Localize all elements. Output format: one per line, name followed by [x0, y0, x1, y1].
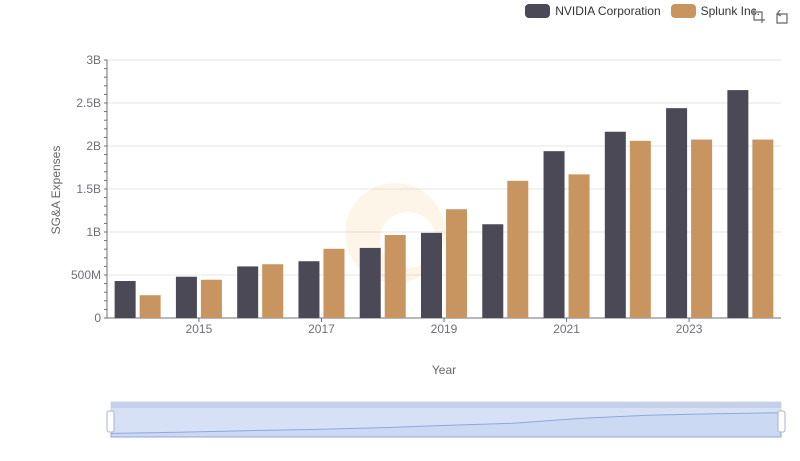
bar-splunk-2024[interactable] — [752, 139, 774, 318]
grid-lines — [107, 59, 781, 319]
legend-swatch-splunk — [670, 4, 696, 18]
legend-item-splunk[interactable]: Splunk Inc. — [670, 4, 760, 18]
y-tick-label: 1.5B — [76, 182, 101, 196]
y-tick-label: 2.5B — [76, 96, 101, 110]
bar-splunk-2022[interactable] — [629, 140, 651, 318]
y-tick-label: 2B — [86, 139, 101, 153]
bars — [114, 90, 774, 318]
toolbox — [750, 8, 790, 24]
y-axis: 0 500M 1B 1.5B 2B 2.5B 3B — [71, 53, 108, 325]
bar-nvidia-2022[interactable] — [604, 131, 626, 318]
bar-nvidia-2017[interactable] — [298, 261, 320, 318]
x-axis: 2015 2017 2019 2021 2023 — [107, 317, 781, 336]
legend-item-nvidia[interactable]: NVIDIA Corporation — [525, 4, 661, 18]
bar-nvidia-2020[interactable] — [482, 224, 504, 318]
bar-splunk-2015[interactable] — [200, 279, 222, 318]
y-axis-label: SG&A Expenses — [49, 146, 63, 235]
data-zoom-preview-area — [110, 412, 782, 438]
data-zoom-right-handle[interactable] — [777, 410, 786, 433]
data-zoom-slider[interactable] — [106, 401, 786, 438]
legend-swatch-nvidia — [525, 4, 551, 18]
legend-label-splunk: Splunk Inc. — [700, 4, 760, 18]
y-tick-label: 1B — [86, 225, 101, 239]
legend: NVIDIA Corporation Splunk Inc. — [525, 4, 760, 18]
x-tick-label: 2017 — [308, 322, 335, 336]
bar-nvidia-2021[interactable] — [543, 151, 565, 318]
bar-splunk-2023[interactable] — [691, 139, 713, 318]
bar-nvidia-2016[interactable] — [237, 266, 259, 318]
zoom-icon[interactable] — [750, 8, 766, 24]
bar-splunk-2021[interactable] — [568, 174, 590, 318]
bar-splunk-2014[interactable] — [139, 295, 161, 318]
y-tick-label: 3B — [86, 53, 101, 67]
bar-nvidia-2024[interactable] — [727, 90, 749, 318]
bar-nvidia-2015[interactable] — [175, 276, 197, 318]
bar-nvidia-2019[interactable] — [421, 232, 442, 318]
x-tick-label: 2019 — [431, 322, 458, 336]
legend-label-nvidia: NVIDIA Corporation — [555, 4, 661, 18]
bar-splunk-2020[interactable] — [507, 180, 529, 318]
bar-splunk-2017[interactable] — [323, 248, 345, 318]
x-tick-label: 2023 — [676, 322, 703, 336]
y-tick-label: 0 — [94, 311, 101, 325]
bar-nvidia-2014[interactable] — [114, 281, 136, 318]
bar-splunk-2018[interactable] — [384, 235, 406, 318]
y-tick-label: 500M — [71, 268, 101, 282]
data-zoom-left-handle[interactable] — [106, 410, 115, 433]
x-tick-label: 2015 — [186, 322, 213, 336]
x-axis-label: Year — [432, 363, 456, 377]
restore-icon[interactable] — [774, 8, 790, 24]
bar-nvidia-2018[interactable] — [359, 247, 381, 318]
x-tick-label: 2021 — [553, 322, 580, 336]
data-zoom-top-handle[interactable] — [111, 402, 781, 408]
bar-splunk-2016[interactable] — [262, 264, 284, 318]
bar-splunk-2019[interactable] — [446, 209, 467, 318]
bar-nvidia-2023[interactable] — [666, 108, 688, 318]
